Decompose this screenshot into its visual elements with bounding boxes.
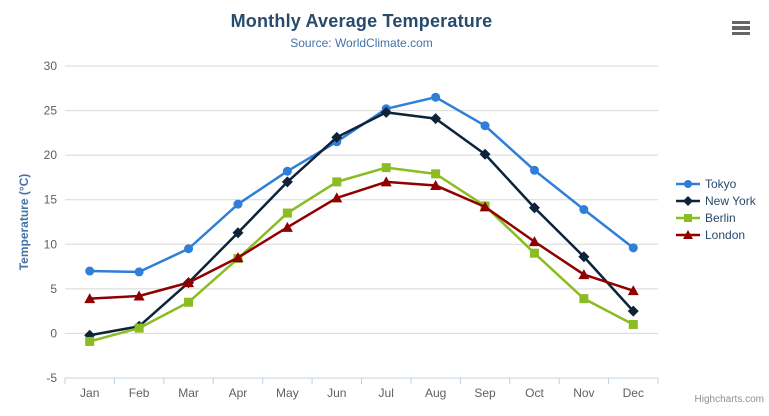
tokyo-series-marker-icon: [676, 178, 700, 190]
svg-text:Sep: Sep: [474, 386, 496, 400]
svg-text:25: 25: [44, 104, 58, 118]
hamburger-icon: [732, 26, 750, 30]
legend-item-new-york[interactable]: New York: [676, 192, 756, 209]
chart-subtitle: Source: WorldClimate.com: [290, 36, 433, 50]
legend: Tokyo New York Berlin London: [676, 175, 756, 243]
svg-text:15: 15: [44, 193, 58, 207]
export-menu-button[interactable]: [732, 21, 750, 35]
svg-text:20: 20: [44, 148, 58, 162]
legend-label-berlin: Berlin: [705, 210, 736, 225]
svg-text:Oct: Oct: [525, 386, 544, 400]
svg-text:Dec: Dec: [623, 386, 644, 400]
legend-label-tokyo: Tokyo: [705, 176, 737, 191]
new-york-series-marker-icon: [676, 195, 700, 207]
svg-text:10: 10: [44, 237, 58, 251]
svg-text:Jun: Jun: [327, 386, 346, 400]
svg-text:Jul: Jul: [379, 386, 394, 400]
svg-text:Aug: Aug: [425, 386, 446, 400]
svg-text:30: 30: [44, 59, 58, 73]
hamburger-icon: [732, 31, 750, 35]
legend-item-tokyo[interactable]: Tokyo: [676, 175, 756, 192]
legend-item-london[interactable]: London: [676, 226, 756, 243]
legend-label-new-york: New York: [705, 193, 756, 208]
svg-text:0: 0: [50, 326, 57, 340]
legend-label-london: London: [705, 227, 746, 242]
hamburger-icon: [732, 21, 750, 25]
svg-text:Jan: Jan: [80, 386, 99, 400]
svg-text:5: 5: [50, 282, 57, 296]
highcharts-credit[interactable]: Highcharts.com: [694, 394, 764, 405]
berlin-series-marker-icon: [676, 212, 700, 224]
legend-item-berlin[interactable]: Berlin: [676, 209, 756, 226]
chart-title: Monthly Average Temperature: [230, 11, 493, 31]
svg-text:Apr: Apr: [229, 386, 248, 400]
svg-text:Feb: Feb: [129, 386, 150, 400]
svg-text:-5: -5: [46, 371, 57, 385]
london-series-marker-icon: [676, 229, 700, 241]
svg-text:Nov: Nov: [573, 386, 594, 400]
svg-text:Mar: Mar: [178, 386, 199, 400]
svg-text:May: May: [276, 386, 299, 400]
y-axis-title: Temperature (°C): [17, 173, 31, 271]
